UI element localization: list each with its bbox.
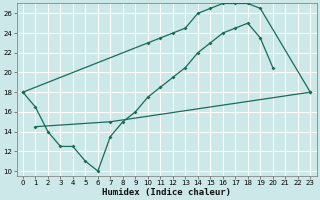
X-axis label: Humidex (Indice chaleur): Humidex (Indice chaleur) bbox=[102, 188, 231, 197]
